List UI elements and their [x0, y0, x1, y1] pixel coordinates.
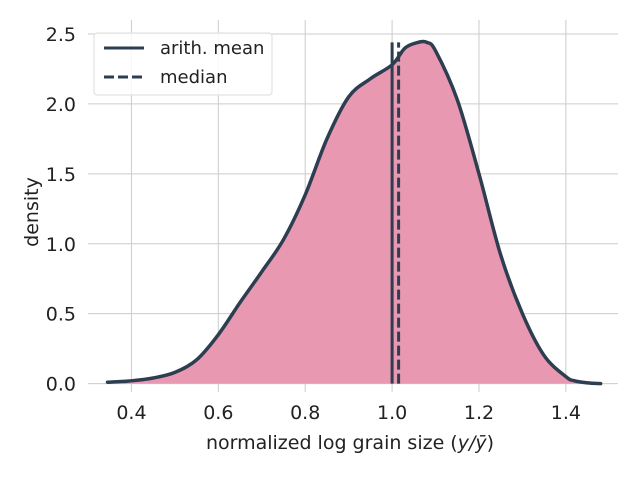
y-tick-label: 1.0: [46, 234, 76, 256]
x-tick-label: 1.4: [551, 402, 581, 424]
density-area: [107, 41, 601, 384]
x-tick-label: 0.4: [116, 402, 146, 424]
x-tick-label: 0.8: [290, 402, 320, 424]
y-tick-label: 2.0: [46, 94, 76, 116]
x-tick-label: 1.2: [464, 402, 494, 424]
legend-label-arith-mean: arith. mean: [160, 38, 264, 59]
y-tick-label: 2.5: [46, 24, 76, 46]
tick-labels: 0.4 0.6 0.8 1.0 1.2 1.4 0.0 0.5 1.0 1.5 2.0 2.5: [46, 24, 581, 424]
y-tick-label: 0.5: [46, 304, 76, 326]
x-axis-label: normalized log grain size (y/ȳ): [206, 432, 494, 454]
x-tick-label: 0.6: [203, 402, 233, 424]
y-axis-label: density: [21, 177, 43, 247]
legend-label-median: median: [160, 67, 227, 88]
y-tick-label: 0.0: [46, 374, 76, 396]
x-tick-label: 1.0: [377, 402, 407, 424]
plot-area: [105, 39, 603, 386]
legend: arith. mean median: [93, 32, 273, 96]
y-tick-label: 1.5: [46, 164, 76, 186]
